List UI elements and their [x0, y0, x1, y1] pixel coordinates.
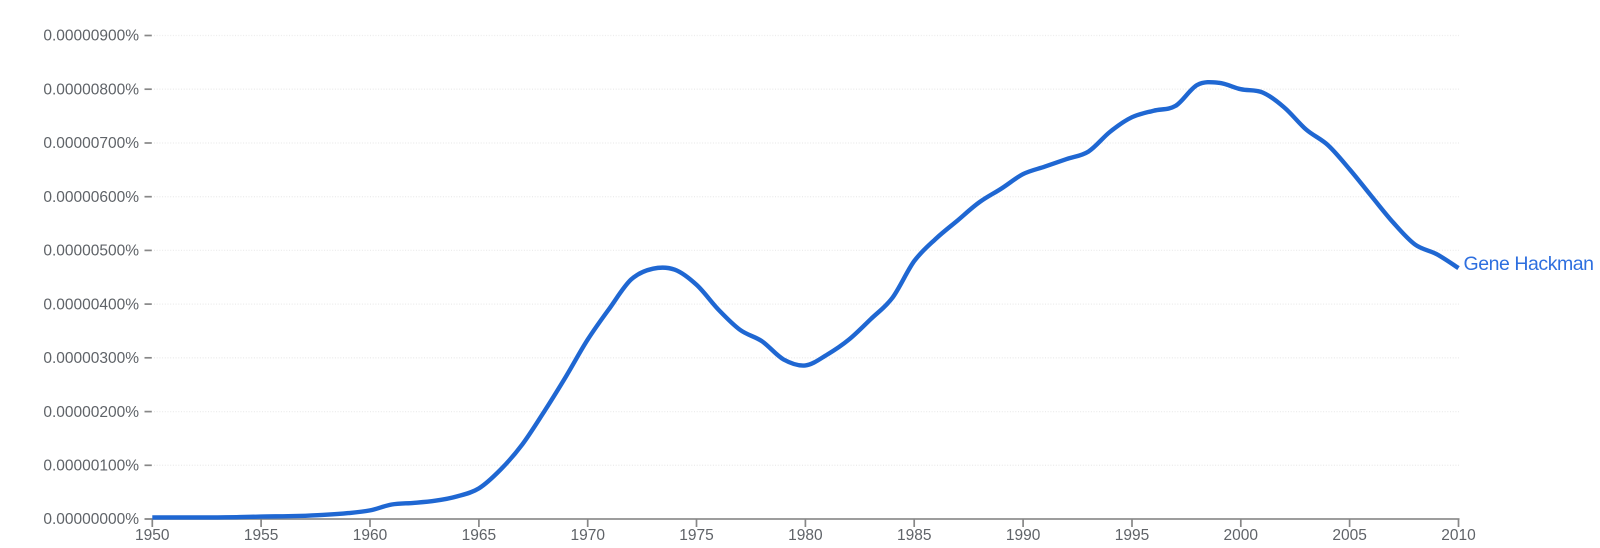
svg-text:0.00000400%: 0.00000400%	[43, 296, 139, 313]
svg-text:1955: 1955	[244, 527, 278, 544]
svg-text:0.00000700%: 0.00000700%	[43, 135, 139, 152]
svg-text:1975: 1975	[679, 527, 713, 544]
svg-text:2000: 2000	[1224, 527, 1259, 544]
svg-text:0.00000100%: 0.00000100%	[43, 458, 139, 475]
svg-text:1995: 1995	[1115, 527, 1149, 544]
svg-text:1960: 1960	[353, 527, 388, 544]
svg-text:2010: 2010	[1441, 527, 1476, 544]
svg-text:1950: 1950	[135, 527, 170, 544]
svg-text:1985: 1985	[897, 527, 931, 544]
svg-text:1965: 1965	[462, 527, 496, 544]
svg-text:0.00000900%: 0.00000900%	[43, 28, 139, 45]
svg-text:0.00000600%: 0.00000600%	[43, 189, 139, 206]
svg-text:0.00000500%: 0.00000500%	[43, 243, 139, 260]
svg-text:0.00000200%: 0.00000200%	[43, 404, 139, 421]
svg-text:0.00000800%: 0.00000800%	[43, 81, 139, 98]
svg-text:0.00000000%: 0.00000000%	[43, 511, 139, 528]
svg-text:1990: 1990	[1006, 527, 1041, 544]
svg-text:0.00000300%: 0.00000300%	[43, 350, 139, 367]
svg-text:2005: 2005	[1332, 527, 1366, 544]
svg-text:Gene Hackman: Gene Hackman	[1464, 253, 1594, 275]
svg-text:1980: 1980	[788, 527, 823, 544]
svg-text:1970: 1970	[570, 527, 605, 544]
